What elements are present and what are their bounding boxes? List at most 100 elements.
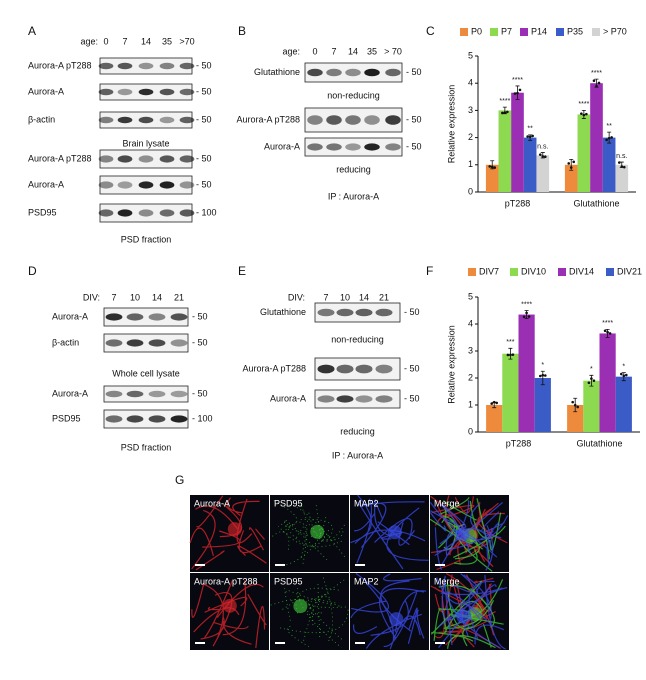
image-label: Aurora-A [194,498,230,508]
lane-label: 7 [122,36,127,46]
y-tick-label: 1 [468,159,473,169]
lane-header: age: [80,36,98,46]
error-bar [540,370,545,386]
blot-band [355,395,373,403]
y-axis-label: Relative expression [446,325,456,404]
blot-band [355,364,373,374]
size-marker: - 50 [192,311,208,321]
data-point [501,111,504,115]
data-point [625,373,628,377]
panel-letter: A [28,24,36,38]
blot-band [375,308,393,317]
blot-band [148,390,166,398]
bar [564,164,578,192]
legend-label: P14 [531,26,547,36]
caption: PSD fraction [121,234,172,244]
blot-band [98,181,114,189]
image-label: MAP2 [354,576,379,586]
data-point [506,110,509,114]
row-label: Glutathione [260,307,306,317]
data-point [592,379,596,382]
bar [615,376,632,432]
row-label: Aurora-A [52,388,88,398]
micrograph [270,495,349,572]
lane-header: DIV: [288,292,305,302]
legend-label: > P70 [603,26,627,36]
blot-band [317,395,335,403]
significance: * [590,366,593,373]
blot-band [159,155,175,163]
neurite [272,499,346,567]
lane-label: 14 [141,36,151,46]
data-point [503,111,507,114]
legend-swatch [460,28,468,36]
legend-swatch [592,28,600,36]
soma [389,612,404,627]
soma [387,525,402,540]
data-point [506,353,510,357]
blot-band [317,364,335,374]
footer: IP : Aurora-A [332,450,383,460]
blot-band [98,155,114,163]
bar [615,164,629,192]
blot-band [159,209,175,217]
row-label: Aurora-A [52,311,88,321]
data-point [610,136,613,139]
blot-band [148,313,166,321]
y-tick-label: 3 [468,105,473,115]
data-point [539,374,542,378]
blot-band [105,339,123,347]
blot-band [307,143,323,151]
lane-label: 7 [323,292,328,302]
data-point [595,84,598,88]
blot-band [138,209,154,217]
significance: **** [499,98,510,105]
legend-swatch [510,268,518,276]
blot-band [138,62,154,70]
row-label: PSD95 [28,207,57,217]
blot-band [179,181,195,189]
lane-label: 21 [174,292,184,302]
lane-label: >70 [179,36,194,46]
blot-band [364,143,380,151]
blot-band [117,88,133,96]
blot-band [126,415,144,423]
data-point [526,135,529,138]
legend-swatch [606,268,614,276]
size-marker: - 50 [406,141,422,151]
blot-band [105,390,123,398]
bar [498,110,512,192]
bar [536,155,550,192]
size-marker: - 100 [196,207,217,217]
lane-label: 14 [359,292,369,302]
blot-band [117,209,133,217]
blot-band [148,415,166,423]
y-tick-label: 2 [468,372,473,382]
data-point [541,155,545,158]
data-point [585,112,588,116]
soma [293,599,308,614]
significance: *** [506,339,514,346]
x-tick-label: Glutathione [573,198,619,208]
soma [310,524,325,539]
blot-band [117,116,133,124]
bar [518,314,535,432]
data-point [538,153,542,156]
blot-frame [314,389,401,409]
bar [534,378,551,432]
lane-label: 0 [103,36,108,46]
y-tick-label: 4 [468,318,473,328]
blot-frame [103,409,189,429]
panel-letter: G [175,473,184,487]
blot-band [117,155,133,163]
legend-swatch [558,268,566,276]
blot-band [364,68,380,77]
significance: **** [602,320,613,327]
significance: * [541,362,544,369]
data-point [525,311,528,315]
blot-band [345,68,361,77]
data-point [509,353,512,357]
size-marker: - 50 [192,337,208,347]
blot-band [326,115,342,125]
blot-band [138,181,154,189]
